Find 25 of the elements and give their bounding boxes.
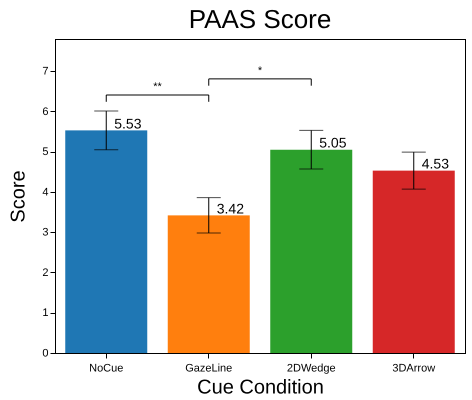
y-tick-label: 7 [42, 66, 48, 78]
data-label: 5.05 [319, 134, 347, 151]
bar [372, 170, 455, 353]
data-label: 4.53 [422, 156, 450, 172]
bar [270, 150, 352, 353]
x-tick-label: 3DArrow [392, 362, 436, 374]
x-tick-label: 2DWedge [286, 362, 336, 374]
data-label: 3.42 [216, 200, 244, 216]
x-tick-label: GazeLine [185, 362, 232, 374]
y-tick-label: 1 [42, 307, 48, 320]
y-tick-label: 3 [42, 226, 48, 239]
y-axis-title: Score [7, 170, 30, 223]
bar [65, 130, 148, 353]
data-label: 5.53 [114, 115, 142, 132]
y-tick-label: 0 [42, 348, 48, 360]
annotation: * [258, 64, 263, 77]
chart-title: PAAS Score [188, 4, 332, 34]
annotation: ** [153, 80, 162, 93]
x-tick-label: NoCue [89, 362, 124, 374]
y-tick-label: 5 [42, 146, 48, 158]
y-tick-label: 6 [42, 106, 48, 118]
x-axis-title: Cue Condition [197, 376, 324, 398]
y-tick-label: 4 [42, 186, 48, 198]
bar [168, 215, 250, 353]
y-tick-label: 2 [42, 266, 48, 279]
